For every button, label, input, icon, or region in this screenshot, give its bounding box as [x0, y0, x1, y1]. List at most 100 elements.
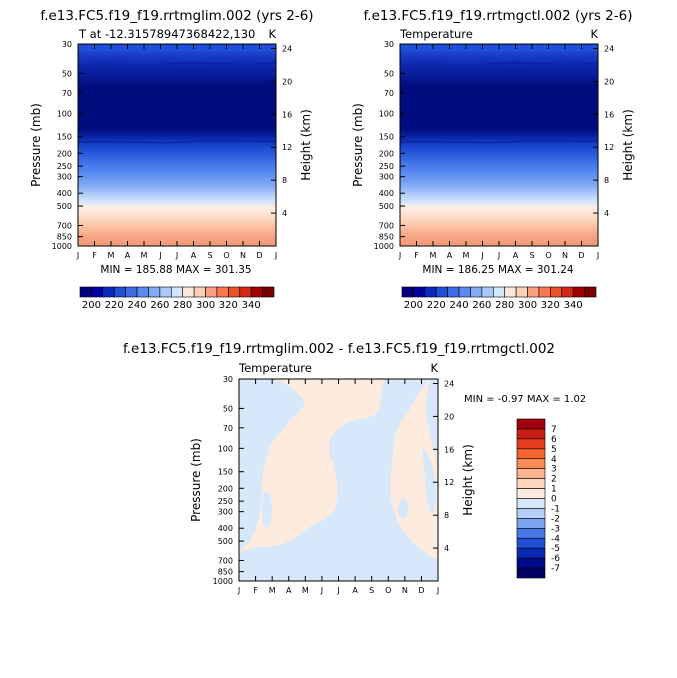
- y2-tick-label: 4: [282, 209, 287, 218]
- colorbar-label: 220: [427, 300, 446, 311]
- panel3-left-label: Temperature: [238, 361, 312, 375]
- x-tick-label: A: [191, 251, 197, 260]
- y2-tick-label: 20: [604, 77, 614, 86]
- y-tick-label: 250: [379, 162, 394, 171]
- y-tick-label: 50: [62, 69, 72, 78]
- colorbar-box: [492, 286, 506, 298]
- x-tick-label: N: [402, 586, 408, 595]
- colorbar-box: [470, 286, 483, 298]
- colorbar-box: [170, 286, 184, 298]
- y2-tick-label: 4: [444, 544, 449, 553]
- panel3-neg-region: [239, 379, 438, 581]
- y-tick-label: 250: [218, 497, 233, 506]
- y-tick-label: 30: [62, 40, 72, 49]
- colorbar-box: [228, 286, 241, 298]
- x-tick-label: J: [274, 251, 277, 260]
- panel2-left-label: Temperature: [399, 27, 473, 41]
- panel2-contour: [399, 139, 599, 144]
- colorbar-label: 4: [551, 455, 557, 465]
- x-tick-label: J: [175, 251, 178, 260]
- y-tick-label: 100: [379, 109, 394, 118]
- x-tick-label: F: [92, 251, 97, 260]
- y2-tick-label: 8: [604, 176, 609, 185]
- x-tick-label: J: [320, 586, 323, 595]
- x-tick-label: F: [253, 586, 258, 595]
- colorbar-box: [216, 286, 229, 298]
- y-tick-label: 70: [62, 89, 72, 98]
- y2-tick-label: 8: [444, 511, 449, 520]
- x-tick-label: J: [596, 251, 599, 260]
- panel2-plot: [400, 44, 598, 246]
- x-tick-label: M: [463, 251, 470, 260]
- colorbar-label: 340: [242, 300, 261, 311]
- colorbar-box: [435, 286, 448, 298]
- y-tick-label: 150: [379, 133, 394, 142]
- colorbar-label: 320: [219, 300, 238, 311]
- x-tick-label: O: [223, 251, 229, 260]
- y-tick-label: 100: [218, 444, 233, 453]
- colorbar-box: [136, 286, 149, 298]
- panel3-right-label: K: [430, 361, 438, 375]
- y-tick-label: 700: [218, 556, 233, 565]
- colorbar-box: [516, 537, 546, 549]
- panel2-contour: [399, 61, 599, 67]
- x-tick-label: M: [430, 251, 437, 260]
- x-tick-label: J: [497, 251, 500, 260]
- panel1-left-label: T at -12.31578947368422,130: [78, 27, 255, 41]
- panel3-neg-region: [398, 498, 409, 519]
- panel3-y2label: Height (km): [461, 444, 475, 515]
- colorbar-box: [182, 286, 195, 298]
- panel1-title: f.e13.FC5.f19_f19.rrtmglim.002 (yrs 2-6): [40, 8, 313, 24]
- y-tick-label: 400: [57, 189, 72, 198]
- y2-tick-label: 24: [282, 44, 292, 53]
- panel2-y2label: Height (km): [621, 109, 635, 180]
- colorbar-box: [159, 286, 172, 298]
- colorbar-box: [516, 488, 546, 499]
- colorbar-panel1: 200 220 240 260 280 300 320 340: [79, 286, 275, 311]
- panel3-neg-region: [239, 379, 305, 550]
- y-tick-label: 30: [223, 375, 233, 384]
- x-tick-label: A: [513, 251, 519, 260]
- panel3-neg-region: [422, 446, 437, 516]
- y-tick-label: 200: [218, 484, 233, 493]
- y2-tick-label: 24: [444, 379, 454, 388]
- x-tick-label: M: [269, 586, 276, 595]
- y2-tick-label: 20: [282, 77, 292, 86]
- colorbar-box: [516, 448, 546, 460]
- colorbar-box: [239, 286, 252, 298]
- colorbar-box: [102, 286, 115, 298]
- colorbar-box: [561, 286, 574, 298]
- y-tick-label: 200: [57, 149, 72, 158]
- colorbar-label: 300: [518, 300, 537, 311]
- colorbar-box: [148, 286, 161, 298]
- y-tick-label: 400: [379, 189, 394, 198]
- colorbar-label: 0: [551, 495, 557, 505]
- x-tick-label: D: [256, 251, 262, 260]
- y-tick-label: 30: [384, 40, 394, 49]
- colorbar-label: 200: [82, 300, 101, 311]
- panel3-stats: MIN = -0.97 MAX = 1.02: [464, 394, 586, 405]
- colorbar-box: [516, 438, 546, 450]
- y2-tick-label: 12: [604, 143, 614, 152]
- colorbar-box: [516, 468, 546, 479]
- y-tick-label: 70: [384, 89, 394, 98]
- y-tick-label: 100: [57, 109, 72, 118]
- colorbar-box: [262, 286, 275, 298]
- y-tick-label: 850: [57, 233, 72, 242]
- colorbar-box: [458, 286, 471, 298]
- x-tick-label: D: [418, 586, 424, 595]
- colorbar-box: [516, 418, 546, 430]
- y-tick-label: 1000: [213, 577, 233, 586]
- colorbar-box: [516, 557, 546, 569]
- y2-tick-label: 16: [604, 110, 614, 119]
- panel1-stats: MIN = 185.88 MAX = 301.35: [100, 264, 251, 276]
- y2-tick-label: 24: [604, 44, 614, 53]
- y-tick-label: 300: [379, 173, 394, 182]
- colorbar-label: -6: [551, 554, 560, 564]
- colorbar-box: [250, 286, 263, 298]
- colorbar-box: [447, 286, 460, 298]
- colorbar-box: [125, 286, 138, 298]
- colorbar-box: [424, 286, 437, 298]
- colorbar-box: [516, 567, 546, 579]
